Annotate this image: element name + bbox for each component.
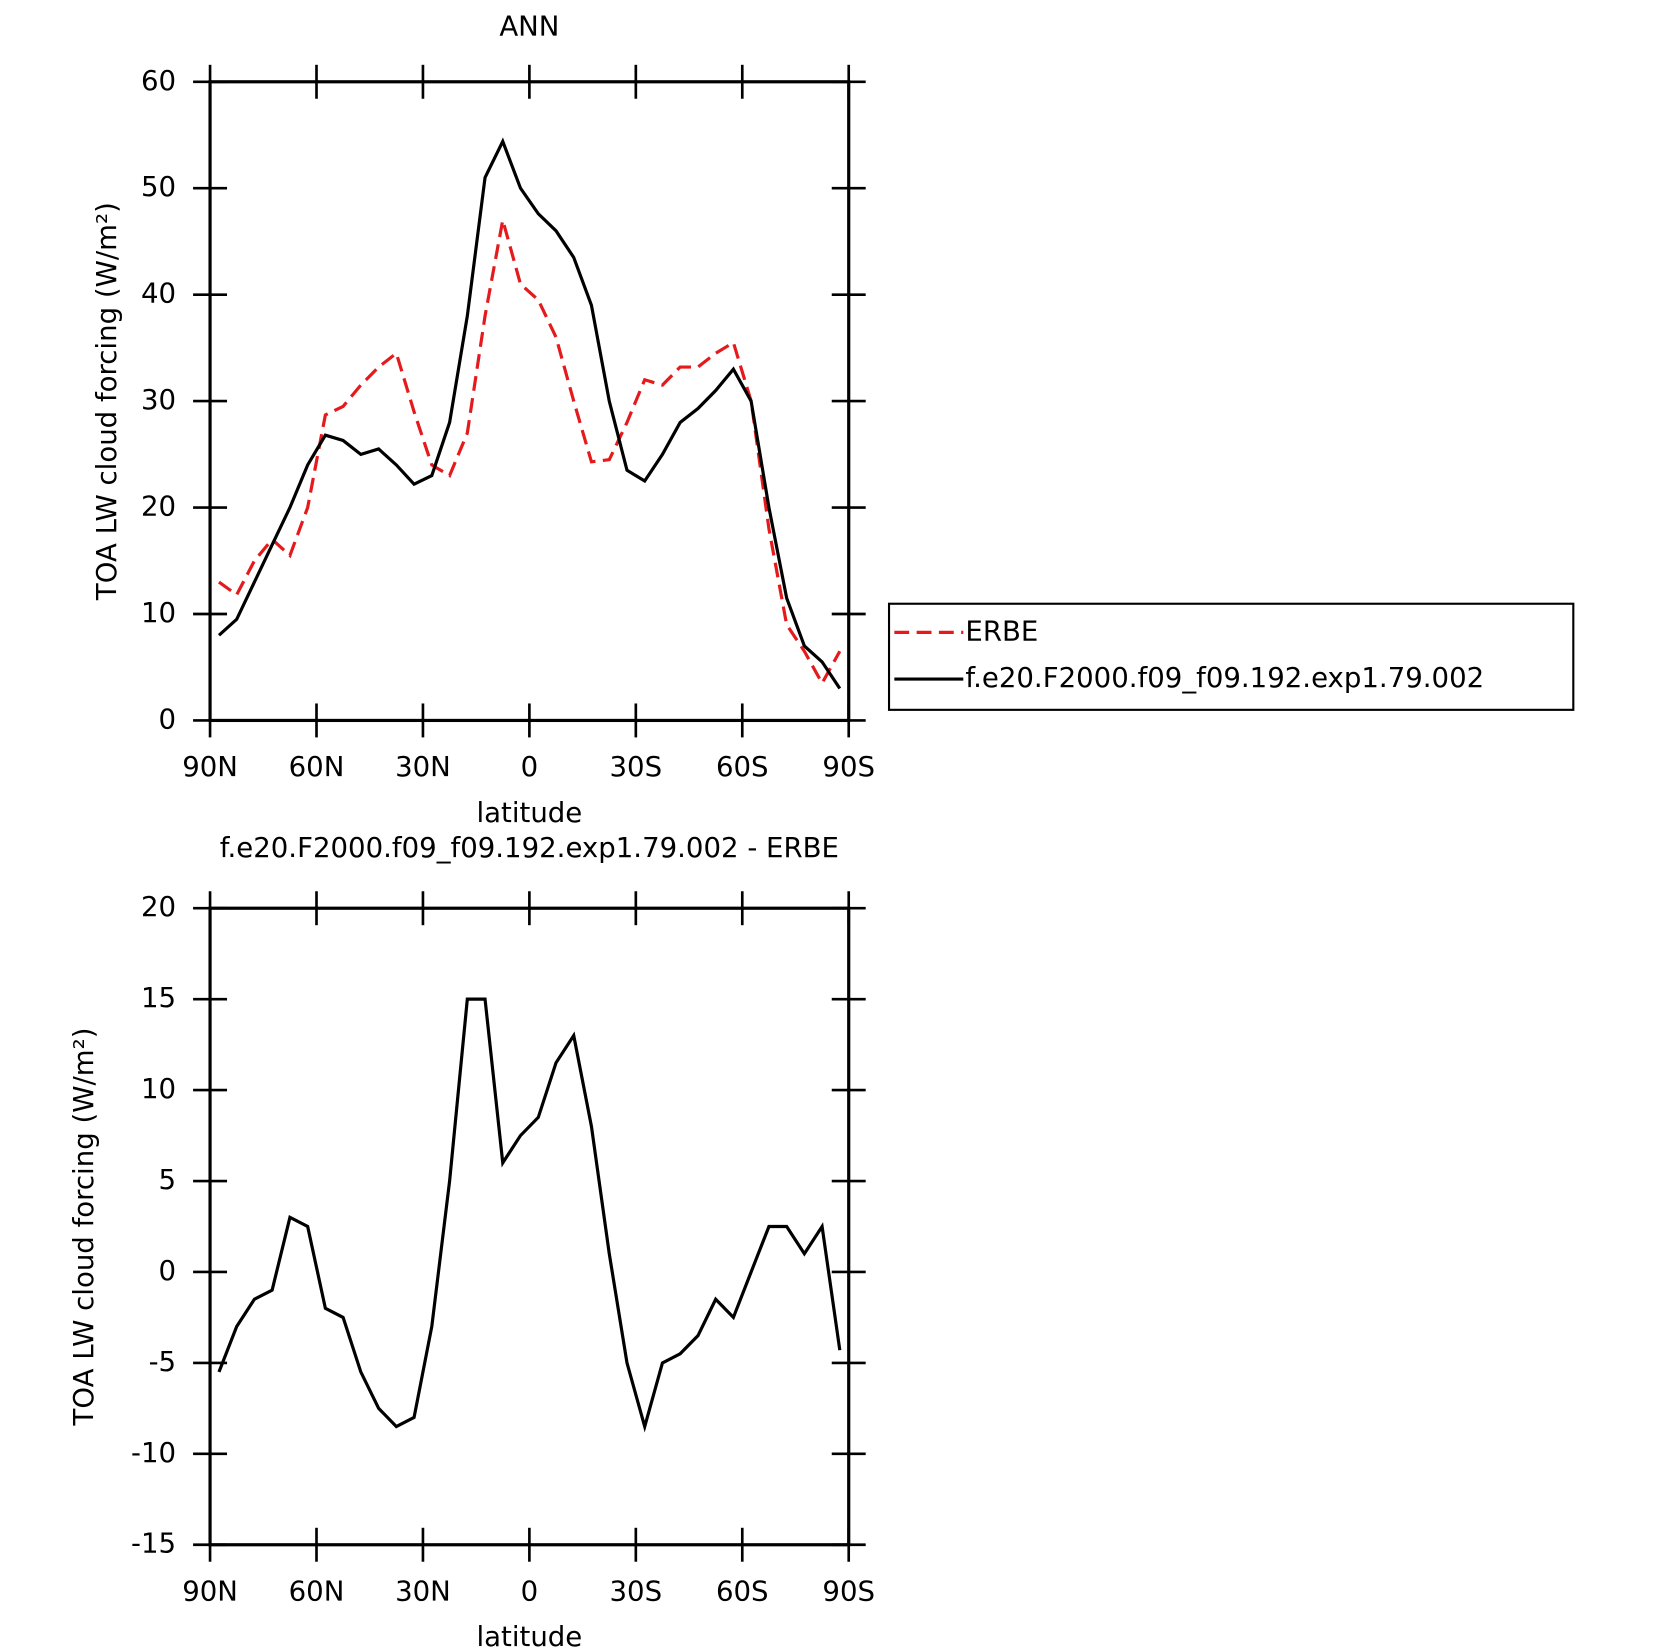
chart-title: f.e20.F2000.f09_f09.192.exp1.79.002 - ER… xyxy=(220,831,839,864)
data-line xyxy=(217,997,842,1433)
x-tick-label: 60S xyxy=(716,1574,769,1607)
x-tick-label: 60S xyxy=(716,750,769,783)
x-tick-label: 90S xyxy=(822,1574,875,1607)
x-tick-label: 90S xyxy=(822,750,875,783)
y-tick-label: 40 xyxy=(141,277,176,310)
x-tick-label: 60N xyxy=(289,750,345,783)
y-tick-label: -15 xyxy=(131,1527,176,1560)
x-tick-label: 30N xyxy=(395,750,451,783)
x-tick-label: 30N xyxy=(395,1574,451,1607)
y-tick-label: 0 xyxy=(159,1254,177,1287)
data-line xyxy=(217,137,842,690)
x-axis-label: latitude xyxy=(476,1620,582,1652)
x-tick-label: 0 xyxy=(521,750,539,783)
x-axis-label: latitude xyxy=(476,796,582,829)
plot-frame xyxy=(208,80,851,723)
y-tick-label: 50 xyxy=(141,170,176,203)
legend-box xyxy=(887,602,1575,711)
y-tick-label: -5 xyxy=(149,1345,177,1378)
y-tick-label: 15 xyxy=(141,981,176,1014)
x-tick-label: 30S xyxy=(610,750,663,783)
y-tick-label: -10 xyxy=(131,1436,176,1469)
legend-label: f.e20.F2000.f09_f09.192.exp1.79.002 xyxy=(965,661,1484,694)
legend-label: ERBE xyxy=(965,614,1038,647)
chart-title: ANN xyxy=(499,10,559,43)
x-tick-label: 60N xyxy=(289,1574,345,1607)
data-line xyxy=(218,219,842,687)
x-tick-label: 0 xyxy=(521,1574,539,1607)
y-tick-label: 0 xyxy=(159,702,177,735)
y-axis-label: TOA LW cloud forcing (W/m²) xyxy=(90,202,123,601)
y-tick-label: 10 xyxy=(141,1072,176,1105)
y-tick-label: 60 xyxy=(141,64,176,97)
y-axis-label: TOA LW cloud forcing (W/m²) xyxy=(67,1028,100,1427)
y-tick-label: 20 xyxy=(141,890,176,923)
x-tick-label: 90N xyxy=(182,1574,238,1607)
x-tick-label: 90N xyxy=(182,750,238,783)
plot-frame xyxy=(208,906,851,1547)
y-tick-label: 20 xyxy=(141,490,176,523)
y-tick-label: 10 xyxy=(141,596,176,629)
y-tick-label: 30 xyxy=(141,383,176,416)
x-tick-label: 30S xyxy=(610,1574,663,1607)
y-tick-label: 5 xyxy=(159,1163,177,1196)
